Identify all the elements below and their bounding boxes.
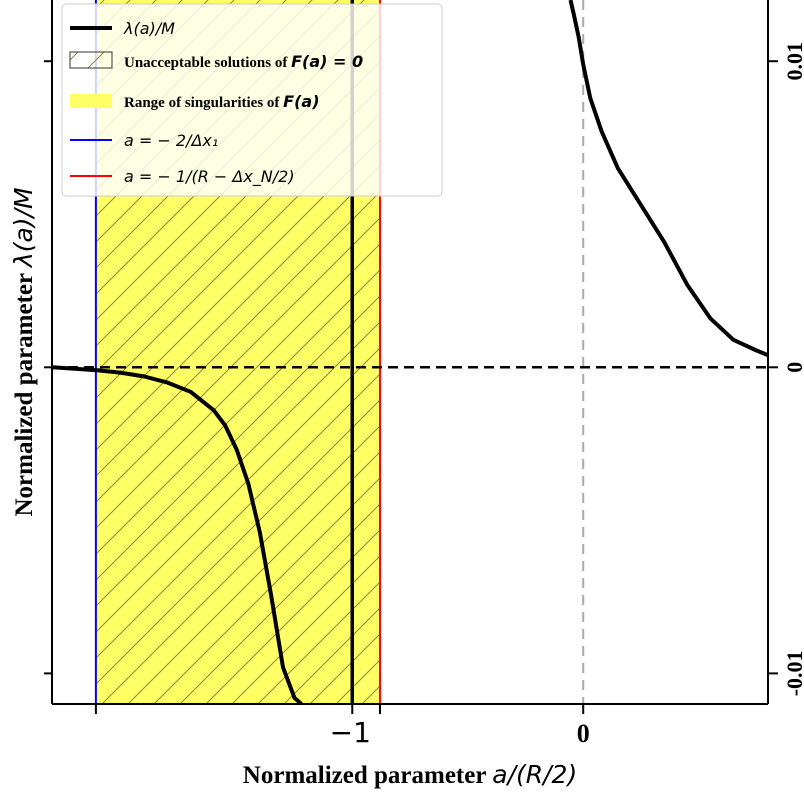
y-tick-label-1: 0 [782, 362, 804, 373]
legend-label-unacceptable-math: F(a) = 0 [291, 52, 363, 71]
legend-label-red: a = − 1/(R − Δx_N/2) [124, 167, 295, 187]
legend-entry-red: a = − 1/(R − Δx_N/2) [70, 167, 295, 187]
x-axis-title-math: a/(R/2) [492, 760, 577, 789]
legend: λ(a)/M Unacceptable solutions of F(a) = … [61, 3, 443, 197]
x-tick-label-1: −1 [330, 716, 371, 749]
x-tick-label-3: 0 [577, 719, 590, 748]
y-axis-title-text: Normalized parameter [11, 267, 38, 516]
y-tick-label-0: 0.01 [782, 42, 804, 81]
legend-entry-unacceptable: Unacceptable solutions of F(a) = 0 [69, 51, 363, 71]
legend-label-singularities-text: Range of singularities of [124, 95, 283, 111]
legend-label-singularities-math: F(a) [283, 92, 319, 111]
legend-swatch-hatch [69, 51, 113, 69]
series-line-0 [52, 365, 303, 704]
legend-entry-blue: a = − 2/Δx₁ [70, 131, 218, 150]
legend-entry-lambda: λ(a)/M [70, 19, 175, 38]
legend-entry-singularities: Range of singularities of F(a) [70, 92, 320, 111]
y-axis-title-math: λ(a)/M [9, 187, 38, 269]
y-axis-title: Normalized parameter λ(a)/M [9, 187, 38, 516]
y-tick-label-2: -0.01 [782, 650, 804, 696]
x-ticks: −1 0 [94, 704, 590, 749]
legend-label-blue: a = − 2/Δx₁ [124, 131, 218, 150]
x-axis-title-text: Normalized parameter [243, 762, 492, 789]
y-ticks: 0.01 0 -0.01 [44, 42, 804, 696]
legend-label-lambda: λ(a)/M [123, 19, 175, 38]
x-axis-title: Normalized parameter a/(R/2) [243, 760, 577, 789]
series-group [52, 0, 768, 704]
series-line-1 [568, 0, 768, 357]
legend-swatch-fill [70, 94, 112, 108]
legend-label-singularities: Range of singularities of F(a) [124, 92, 320, 111]
legend-label-unacceptable: Unacceptable solutions of F(a) = 0 [124, 52, 363, 71]
legend-label-unacceptable-text: Unacceptable solutions of [124, 55, 291, 71]
legend-box [61, 3, 443, 197]
